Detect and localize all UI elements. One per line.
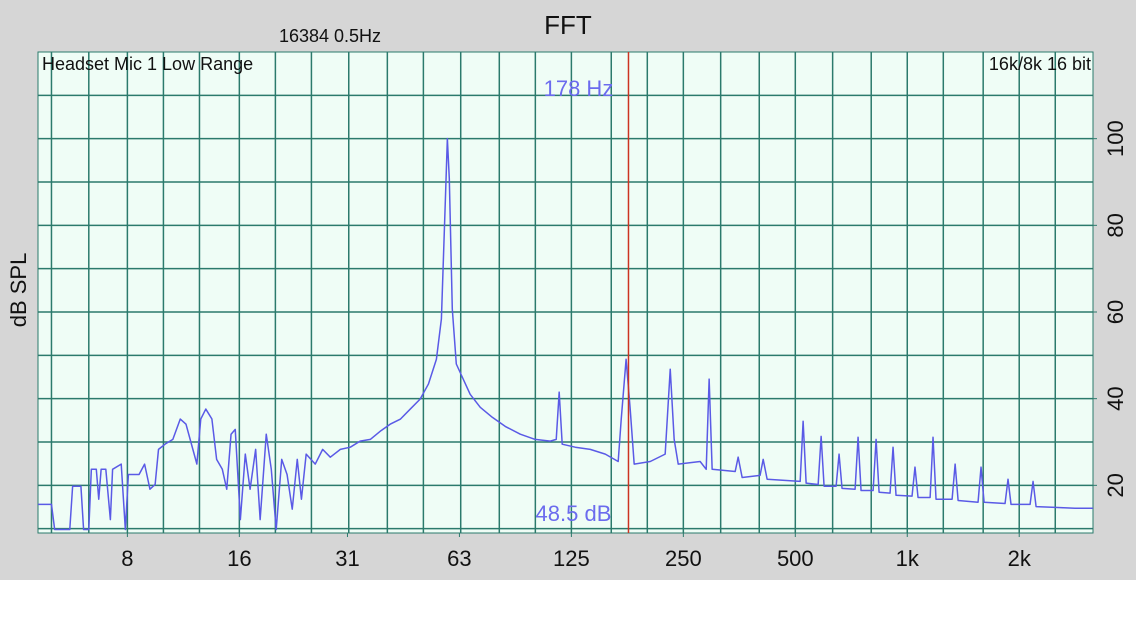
cursor-y-label: 48.5 dB <box>536 501 612 526</box>
cursor-x-label: 178 Hz <box>544 76 614 101</box>
x-tick-label: 63 <box>447 546 471 571</box>
y-tick-label: 100 <box>1103 120 1128 157</box>
spectrum-line <box>38 137 1093 531</box>
y-tick-label: 20 <box>1103 473 1128 497</box>
y-axis-label: dB SPL <box>6 253 31 328</box>
plot-frame <box>37 51 1094 534</box>
x-tick-label: 1k <box>896 546 920 571</box>
marks <box>38 52 1093 533</box>
source-label: Headset Mic 1 Low Range <box>42 54 253 74</box>
x-tick-label: 2k <box>1008 546 1032 571</box>
grid <box>37 51 1097 537</box>
chart-title: FFT <box>544 10 592 40</box>
plot-background <box>38 52 1093 533</box>
y-tick-label: 40 <box>1103 386 1128 410</box>
y-tick-label: 80 <box>1103 213 1128 237</box>
x-tick-label: 250 <box>665 546 702 571</box>
format-label: 16k/8k 16 bit <box>989 54 1091 74</box>
y-tick-label: 60 <box>1103 300 1128 324</box>
x-tick-label: 8 <box>121 546 133 571</box>
labels: 20 40 60 80 100 8 16 31 63 125 250 500 1k 2k Headset M… <box>42 54 1128 571</box>
x-tick-label: 31 <box>335 546 359 571</box>
x-tick-label: 500 <box>777 546 814 571</box>
x-tick-label: 16 <box>227 546 251 571</box>
x-tick-label: 125 <box>553 546 590 571</box>
chart-subtitle: 16384 0.5Hz <box>279 26 381 46</box>
